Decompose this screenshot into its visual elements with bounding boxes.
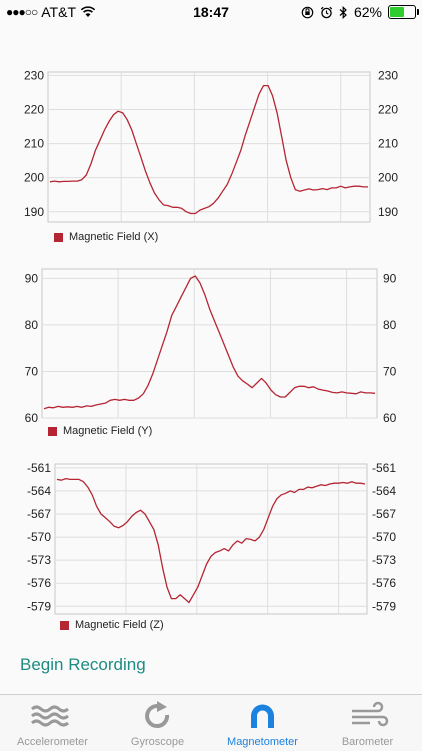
bluetooth-icon <box>339 5 347 19</box>
tab-label: Gyroscope <box>130 736 185 748</box>
wifi-icon <box>80 6 96 17</box>
y-tick-label-right: -570 <box>372 530 396 544</box>
tab-bar: Accelerometer Gyroscope Magnetometer Bar… <box>0 694 422 751</box>
wind-icon <box>352 701 389 727</box>
tab-gyroscope[interactable]: Gyroscope <box>105 695 210 751</box>
rotation-lock-icon <box>301 6 314 18</box>
y-tick-label-right: -576 <box>372 576 396 590</box>
plot-frame <box>41 268 378 419</box>
legend-swatch <box>48 426 57 436</box>
alarm-icon <box>320 6 333 18</box>
battery-icon <box>388 5 419 19</box>
y-tick-label-right: 70 <box>383 364 397 378</box>
y-tick-label-left: -561 <box>27 461 51 475</box>
y-tick-label-left: -564 <box>27 484 51 498</box>
tab-label: Magnetometer <box>227 736 298 748</box>
magnetic-field-x-plot: 190 190 200 200 210 210 220 220 230 230 <box>24 68 398 223</box>
y-tick-label-right: 80 <box>383 318 397 332</box>
magnetic-field-z-plot: -579 -579 -576 -576 -573 -573 -570 -570 -567 -567… <box>27 461 396 615</box>
y-tick-label-right: 90 <box>383 271 397 285</box>
y-tick-label-left: -579 <box>27 599 51 613</box>
magnetic-field-x-chart: 190 190 200 200 210 210 220 220 230 230 Magnetic … <box>0 60 422 260</box>
series-line <box>49 84 368 215</box>
y-tick-label-left: 210 <box>24 137 44 151</box>
y-tick-label-left: 200 <box>24 171 44 185</box>
magnetic-field-y-plot: 60 60 70 70 80 80 90 90 <box>25 268 397 425</box>
legend-label: Magnetic Field (X) <box>69 231 159 243</box>
y-tick-label-left: -570 <box>27 530 51 544</box>
magnet-icon <box>251 704 274 728</box>
y-tick-label-right: -561 <box>372 461 396 475</box>
y-tick-label-right: 200 <box>378 171 398 185</box>
y-tick-label-right: 220 <box>378 103 398 117</box>
y-tick-label-right: 190 <box>378 205 398 219</box>
y-tick-label-right: -567 <box>372 507 396 521</box>
y-tick-label-left: 90 <box>25 271 39 285</box>
chart-legend-y: Magnetic Field (Y) <box>48 425 152 437</box>
y-tick-label-left: -576 <box>27 576 51 590</box>
legend-swatch <box>60 620 69 630</box>
y-tick-label-right: 210 <box>378 137 398 151</box>
tab-magnetometer[interactable]: Magnetometer <box>210 695 315 751</box>
chart-legend-x: Magnetic Field (X) <box>54 231 158 243</box>
y-tick-label-right: 60 <box>383 411 397 425</box>
rotate-icon <box>145 701 170 728</box>
series-line <box>43 275 376 410</box>
carrier-name: AT&T <box>41 4 76 20</box>
status-left: ●●●○○ AT&T <box>6 4 96 20</box>
status-time: 18:47 <box>193 4 229 20</box>
y-tick-label-left: -573 <box>27 553 51 567</box>
y-tick-label-left: 190 <box>24 205 44 219</box>
tab-label: Accelerometer <box>17 736 88 748</box>
legend-label: Magnetic Field (Y) <box>63 425 153 437</box>
plot-frame <box>54 463 368 615</box>
status-right: 62% <box>301 4 419 20</box>
y-tick-label-left: -567 <box>27 507 51 521</box>
magnetic-field-z-chart: -579 -579 -576 -576 -573 -573 -570 -570 -567 -567… <box>0 450 422 650</box>
y-tick-label-right: 230 <box>378 68 398 82</box>
legend-swatch <box>54 232 63 242</box>
y-tick-label-left: 60 <box>25 411 39 425</box>
magnetic-field-y-chart: 60 60 70 70 80 80 90 90 Magnetic Field (Y) <box>0 255 422 455</box>
battery-percent: 62% <box>353 4 382 20</box>
y-tick-label-right: -573 <box>372 553 396 567</box>
y-tick-label-right: -564 <box>372 484 396 498</box>
tab-accelerometer[interactable]: Accelerometer <box>0 695 105 751</box>
y-tick-label-left: 80 <box>25 318 39 332</box>
y-tick-label-right: -579 <box>372 599 396 613</box>
chart-legend-z: Magnetic Field (Z) <box>60 619 164 631</box>
series-line <box>56 477 366 604</box>
battery-fill <box>390 7 404 17</box>
plot-frame <box>47 71 371 223</box>
begin-recording-button[interactable]: Begin Recording <box>20 655 146 674</box>
y-tick-label-left: 230 <box>24 68 44 82</box>
y-tick-label-left: 220 <box>24 103 44 117</box>
y-tick-label-left: 70 <box>25 364 39 378</box>
status-bar: ●●●○○ AT&T 18:47 62% <box>0 0 422 24</box>
wave-icon <box>31 705 69 727</box>
tab-label: Barometer <box>341 736 394 748</box>
tab-barometer[interactable]: Barometer <box>315 695 420 751</box>
legend-label: Magnetic Field (Z) <box>75 619 164 631</box>
signal-strength-icon: ●●●○○ <box>6 5 38 19</box>
